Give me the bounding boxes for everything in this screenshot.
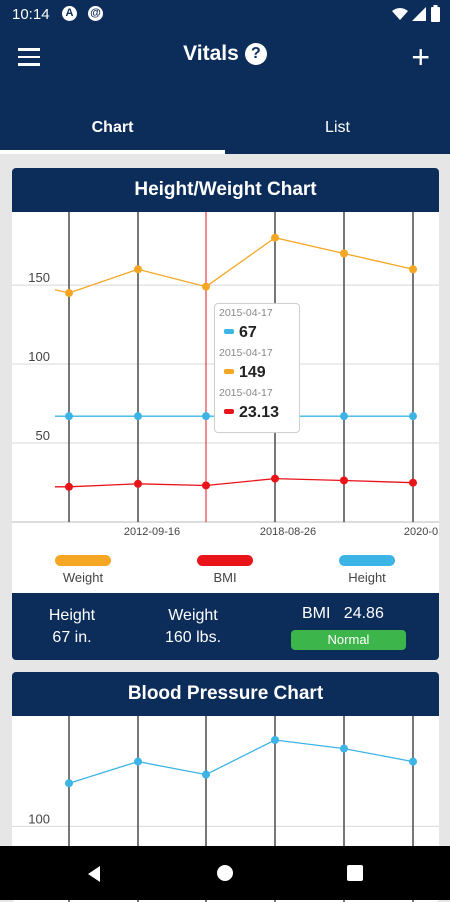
data-point: [271, 474, 279, 483]
data-point: [340, 249, 348, 258]
status-bar: 10:14 A @: [0, 0, 450, 28]
tooltip-date: 2015-04-17: [219, 307, 273, 319]
tooltip-height-swatch: [224, 329, 234, 334]
tooltip-date: 2015-04-17: [219, 387, 273, 399]
data-point: [202, 770, 210, 779]
legend-weight-label: Weight: [62, 570, 104, 585]
signal-icon: [412, 7, 426, 21]
notification-at-icon: @: [88, 6, 103, 21]
tab-chart[interactable]: Chart: [91, 119, 134, 136]
bmi-status-badge: Normal: [291, 630, 406, 650]
legend-height-label: Height: [348, 570, 386, 585]
tooltip-weight-value: 149: [239, 364, 266, 381]
home-icon[interactable]: [216, 864, 234, 882]
data-point: [202, 282, 210, 291]
data-point: [134, 412, 142, 421]
data-point: [271, 736, 279, 744]
blood-pressure-title: Blood Pressure Chart: [12, 672, 439, 716]
height-summary-label: Height: [48, 607, 96, 624]
tooltip-height-value: 67: [239, 324, 257, 341]
bmi-summary-value: 24.86: [343, 605, 384, 622]
tab-list[interactable]: List: [325, 119, 350, 136]
battery-icon: [431, 5, 440, 22]
legend-height-swatch: [339, 555, 395, 566]
y-tick-label: 50: [36, 428, 50, 443]
weight-summary: Weight 160 lbs.: [148, 605, 238, 649]
chart-tooltip: 2015-04-17 67 2015-04-17 149 2015-04-17 …: [214, 303, 300, 433]
status-time: 10:14: [12, 6, 50, 23]
data-point: [271, 233, 279, 242]
tooltip-weight-swatch: [224, 369, 234, 374]
data-point: [134, 757, 142, 766]
legend-bmi-label: BMI: [213, 570, 237, 585]
data-point: [65, 288, 73, 297]
weight-summary-label: Weight: [168, 607, 218, 624]
data-point: [340, 412, 348, 421]
data-point: [65, 482, 73, 491]
y-tick-label: 100: [28, 349, 50, 364]
bmi-summary: BMI 24.86: [302, 605, 384, 623]
data-point: [409, 757, 417, 766]
data-point: [65, 779, 73, 788]
tab-indicator: [0, 150, 225, 154]
menu-icon[interactable]: [18, 48, 40, 66]
help-icon[interactable]: ?: [244, 43, 267, 65]
data-point: [409, 265, 417, 274]
height-summary-value: 67 in.: [52, 629, 92, 646]
y-tick-label: 150: [28, 270, 50, 285]
tooltip-bmi-swatch: [224, 409, 234, 414]
data-point: [340, 476, 348, 485]
y-tick-label: 100: [28, 811, 50, 826]
notification-a-icon: A: [62, 6, 77, 21]
legend-bmi[interactable]: BMI: [175, 555, 275, 585]
x-tick-label: 2018-08-26: [260, 526, 316, 538]
series-line: [55, 477, 414, 488]
add-icon[interactable]: +: [411, 39, 430, 75]
wifi-icon: [392, 8, 408, 20]
legend-weight-swatch: [55, 555, 111, 566]
legend-weight[interactable]: Weight: [33, 555, 133, 585]
back-icon[interactable]: [86, 865, 102, 883]
weight-summary-value: 160 lbs.: [164, 629, 222, 646]
bmi-summary-label: BMI: [302, 605, 331, 622]
height-weight-title: Height/Weight Chart: [12, 168, 439, 212]
vitals-summary: Height 67 in. Weight 160 lbs. BMI 24.86 …: [12, 593, 439, 660]
tooltip-bmi-value: 23.13: [239, 404, 280, 421]
data-point: [202, 412, 210, 421]
tooltip-row-bmi: 23.13: [224, 404, 279, 422]
page-title: Vitals?: [0, 42, 450, 66]
data-point: [65, 412, 73, 421]
data-point: [202, 481, 210, 490]
recents-icon[interactable]: [347, 865, 363, 881]
navigation-bar: [0, 846, 450, 900]
tooltip-date: 2015-04-17: [219, 347, 273, 359]
page-title-text: Vitals: [183, 42, 239, 65]
series-line: [68, 739, 414, 784]
data-point: [409, 478, 417, 487]
data-point: [134, 479, 142, 488]
legend-bmi-swatch: [197, 555, 253, 566]
x-tick-label: 2012-09-16: [124, 526, 180, 538]
data-point: [134, 265, 142, 274]
x-tick-label: 2020-01-14: [404, 526, 439, 538]
tooltip-row-weight: 149: [224, 364, 266, 382]
height-summary: Height 67 in.: [27, 605, 117, 649]
legend-height[interactable]: Height: [317, 555, 417, 585]
data-point: [409, 412, 417, 421]
data-point: [340, 744, 348, 753]
tooltip-row-height: 67: [224, 324, 257, 342]
app-bar: Vitals? + Chart List: [0, 28, 450, 154]
height-weight-card: Height/Weight Chart 150 100 50 2012-09-16 20…: [12, 168, 439, 660]
